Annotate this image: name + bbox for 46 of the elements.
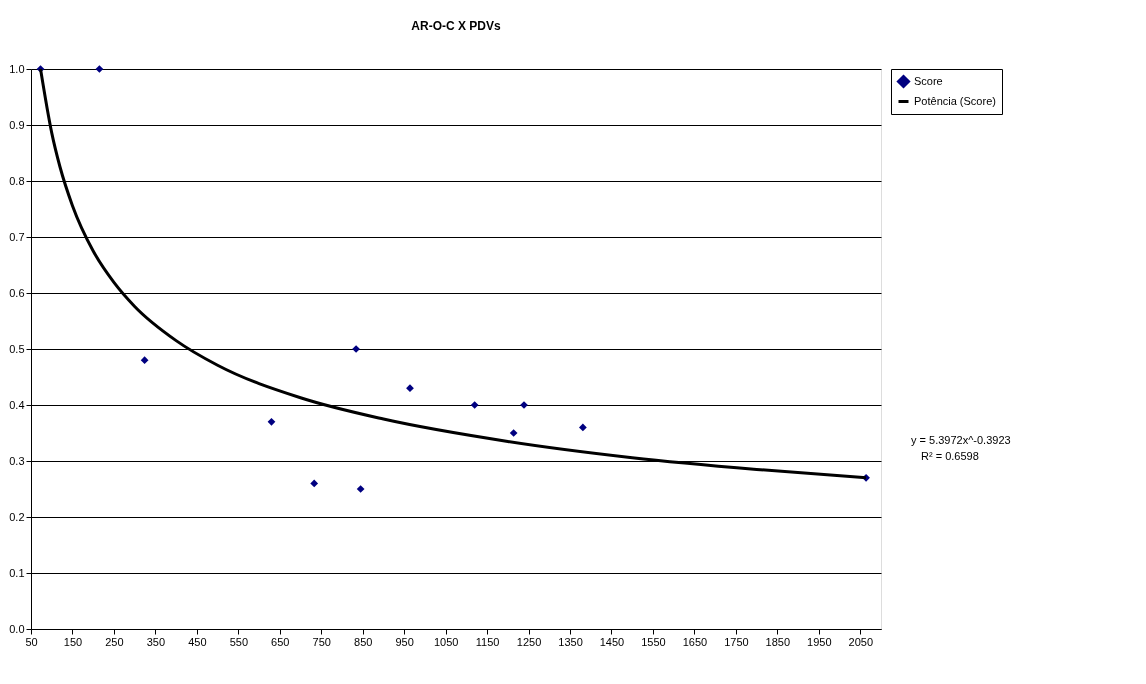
y-tick-label: 0.3 — [9, 454, 25, 467]
point — [140, 356, 149, 365]
x-tick-label: 450 — [188, 635, 207, 648]
y-tick-label: 1.0 — [9, 62, 25, 75]
point — [470, 401, 479, 409]
point — [267, 417, 276, 426]
x-tick-label: 650 — [271, 635, 290, 648]
y-tick-label: 0.1 — [9, 566, 25, 579]
legend-label: Potência (Score) — [914, 94, 996, 107]
text: R² = 0.6598 — [921, 450, 979, 463]
x-tick-label: 1450 — [599, 635, 625, 648]
x-tick-label: 1050 — [433, 635, 459, 648]
y-tick-label: 0.4 — [9, 398, 25, 411]
y-tick-label: 0.9 — [9, 118, 25, 131]
text: y = 5.3972x^-0.3923 — [911, 434, 1011, 447]
y-tick-label: 0.7 — [9, 230, 25, 243]
x-tick-label: 1750 — [724, 635, 749, 648]
y-tick-label: 0.2 — [9, 510, 25, 523]
y-tick-label: 0.0 — [9, 622, 25, 635]
x-tick-label: 1350 — [558, 635, 583, 648]
x-tick-label: 2050 — [848, 635, 874, 648]
point — [95, 65, 104, 73]
x-tick-label: 350 — [146, 635, 166, 648]
x-tick-label: 950 — [395, 635, 414, 648]
point — [509, 429, 518, 437]
point — [579, 423, 587, 432]
x-tick-label: 1250 — [516, 635, 542, 648]
point — [406, 384, 414, 393]
x-tick-label: 1650 — [682, 635, 708, 648]
x-tick-label: 250 — [105, 635, 124, 648]
x-tick-label: 1550 — [641, 635, 666, 648]
y-tick-label: 0.6 — [9, 286, 25, 299]
x-tick-label: 1950 — [807, 635, 832, 648]
x-tick-label: 150 — [63, 635, 83, 648]
y-tick-label: 0.5 — [9, 342, 25, 355]
legend-label: Score — [914, 74, 943, 87]
x-tick-label: 50 — [25, 635, 38, 648]
y-tick-label: 0.8 — [9, 174, 25, 187]
point — [310, 479, 319, 488]
x-tick-label: 850 — [354, 635, 373, 648]
x-tick-label: 1150 — [475, 635, 500, 648]
chart-title: AR-O-C X PDVs — [411, 19, 501, 33]
x-tick-label: 750 — [312, 635, 331, 648]
point — [356, 485, 365, 493]
x-tick-label: 550 — [229, 635, 248, 648]
x-tick-label: 1850 — [765, 635, 791, 648]
